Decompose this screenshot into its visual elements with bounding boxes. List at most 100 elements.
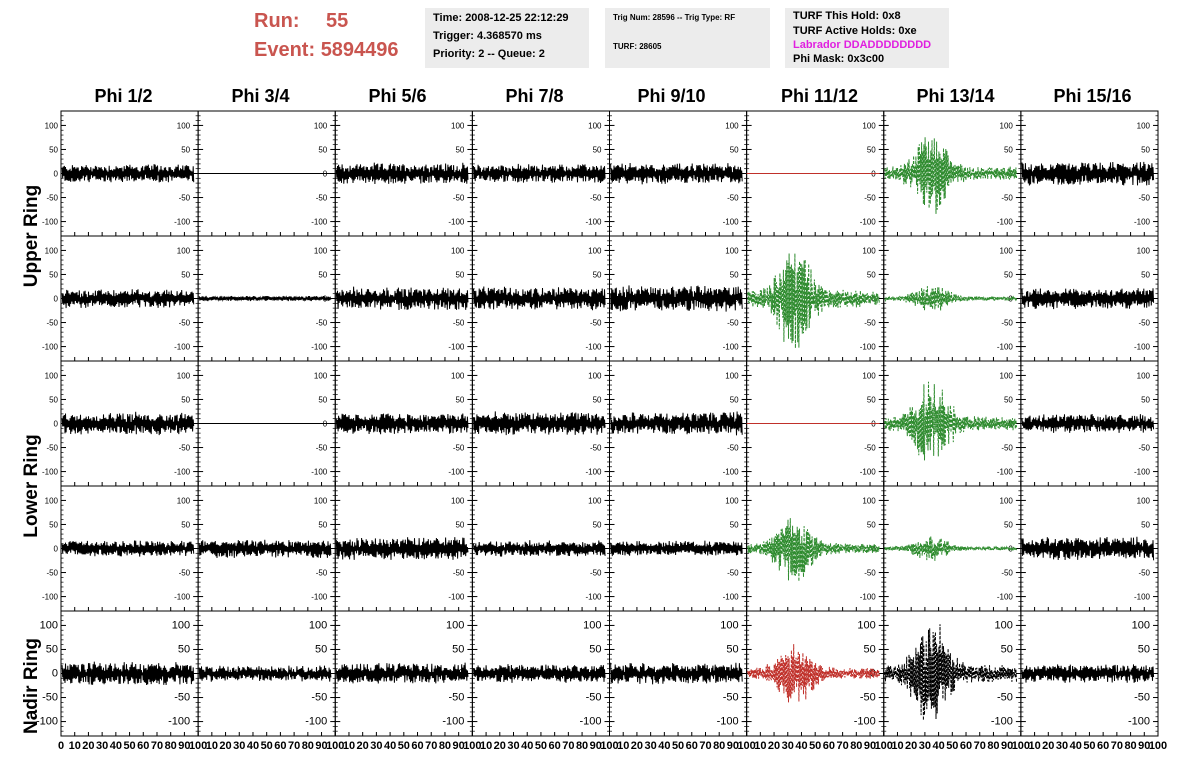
x-tick-label: 40 <box>384 740 396 752</box>
waveform-trace <box>198 665 332 682</box>
waveform-trace <box>198 539 332 559</box>
y-tick-label: 100 <box>40 619 58 631</box>
y-tick-label-right: -100 <box>311 218 328 227</box>
event-label: Event: <box>254 39 316 61</box>
waveform-trace <box>61 289 195 309</box>
waveform-trace <box>884 536 1017 561</box>
waveform-trace <box>1021 536 1155 561</box>
time-info-box: Time: 2008-12-25 22:12:29 Trigger: 4.368… <box>425 8 589 68</box>
x-tick-label: 50 <box>946 740 958 752</box>
x-tick-label: 60 <box>411 740 423 752</box>
y-tick-label-right: 50 <box>1004 145 1013 154</box>
y-tick-label-right: 50 <box>318 270 327 279</box>
col-header-phi-9-10: Phi 9/10 <box>637 86 706 106</box>
y-tick-label-right: -50 <box>1138 194 1150 203</box>
y-tick-label-right: 50 <box>318 520 327 529</box>
y-tick-label-right: -100 <box>1134 593 1151 602</box>
waveform-trace <box>884 137 1017 214</box>
x-tick-label: 50 <box>123 740 135 752</box>
y-tick-label-right: -100 <box>723 468 740 477</box>
x-tick-label: 40 <box>932 740 944 752</box>
run-label: Run: <box>254 10 300 33</box>
y-tick-label-right: 50 <box>867 520 876 529</box>
waveform-trace <box>335 162 469 185</box>
y-tick-label: -100 <box>42 218 59 227</box>
y-tick-label-right: -100 <box>311 468 328 477</box>
y-tick-label-right: 50 <box>1004 395 1013 404</box>
x-tick-label: 50 <box>261 740 273 752</box>
x-tick-label: 60 <box>686 740 698 752</box>
y-tick-label-right: 100 <box>1000 496 1014 505</box>
y-tick-label-right: 100 <box>172 619 190 631</box>
y-tick-label: 50 <box>49 520 58 529</box>
waveform-trace <box>1021 664 1155 683</box>
y-tick-label-right: 50 <box>181 270 190 279</box>
event-value: 5894496 <box>320 39 399 61</box>
x-tick-label: 30 <box>233 740 245 752</box>
y-tick-label-right: -50 <box>727 194 739 203</box>
y-tick-label-right: 50 <box>181 395 190 404</box>
y-tick-label: 50 <box>49 270 58 279</box>
y-tick-label-right: 100 <box>1137 121 1151 130</box>
x-tick-label: 80 <box>987 740 999 752</box>
x-tick-label: 70 <box>699 740 711 752</box>
y-tick-label: -100 <box>42 343 59 352</box>
x-tick-label: 40 <box>1070 740 1082 752</box>
x-tick-label: 90 <box>864 740 876 752</box>
priority-text: Priority: 2 -- Queue: 2 <box>433 48 545 60</box>
y-tick-label-right: 100 <box>1137 496 1151 505</box>
col-header-phi-1-2: Phi 1/2 <box>94 86 153 106</box>
y-tick-label-right: 100 <box>177 246 191 255</box>
y-tick-label-right: -100 <box>448 218 465 227</box>
y-tick-label-right: -50 <box>316 569 328 578</box>
x-tick-label: 60 <box>960 740 972 752</box>
y-tick-label-right: -100 <box>997 593 1014 602</box>
y-tick-label-right: 50 <box>452 643 464 655</box>
waveform-trace <box>610 540 743 557</box>
y-tick-label-right: -100 <box>991 716 1013 728</box>
y-tick-label-right: 100 <box>1000 371 1014 380</box>
x-tick-label: 70 <box>151 740 163 752</box>
y-tick-label: 0 <box>54 545 59 554</box>
y-tick-label-right: -100 <box>860 343 877 352</box>
y-tick-label-right: -50 <box>174 692 190 704</box>
trigger-text: Trigger: 4.368570 ms <box>433 30 542 42</box>
x-tick-label: 100 <box>875 740 893 752</box>
y-tick-label-right: 50 <box>730 520 739 529</box>
y-tick-label-right: -100 <box>860 593 877 602</box>
y-tick-label-right: -50 <box>590 444 602 453</box>
x-tick-label: 20 <box>768 740 780 752</box>
x-tick-label: 30 <box>919 740 931 752</box>
y-tick-label-right: 0 <box>871 545 876 554</box>
waveform-trace <box>335 286 469 311</box>
y-tick-label: -100 <box>42 593 59 602</box>
waveform-trace <box>473 540 606 557</box>
y-tick-label-right: -50 <box>727 444 739 453</box>
waveform-trace <box>473 664 606 683</box>
y-tick-label-right: 100 <box>451 121 465 130</box>
y-tick-label-right: 50 <box>455 520 464 529</box>
y-tick-label-right: 100 <box>725 246 739 255</box>
y-tick-label: 0 <box>52 668 58 680</box>
y-tick-label: 50 <box>46 643 58 655</box>
x-tick-label: 90 <box>727 740 739 752</box>
y-tick-label-right: 50 <box>589 643 601 655</box>
y-tick-label-right: 50 <box>1138 643 1150 655</box>
x-tick-label: 70 <box>974 740 986 752</box>
y-tick-label-right: 100 <box>446 619 464 631</box>
waveform-trace <box>884 286 1017 311</box>
y-tick-label: -50 <box>46 444 58 453</box>
